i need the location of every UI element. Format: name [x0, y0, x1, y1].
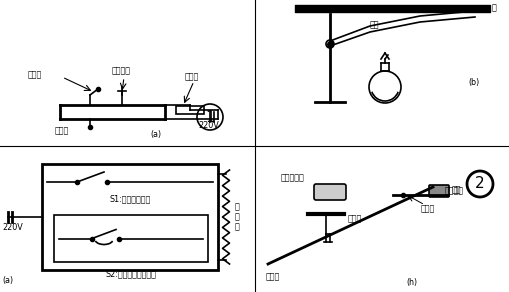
Text: 2: 2	[474, 176, 484, 192]
Text: (h): (h)	[405, 277, 416, 286]
Text: 永磁体: 永磁体	[347, 215, 361, 223]
Text: 铁: 铁	[491, 4, 496, 13]
Text: (b): (b)	[467, 77, 478, 86]
Text: 黄铜: 黄铜	[369, 20, 379, 29]
FancyBboxPatch shape	[42, 164, 217, 270]
Text: 连接电路: 连接电路	[444, 187, 463, 196]
FancyBboxPatch shape	[428, 185, 448, 197]
Text: 电热丝: 电热丝	[185, 72, 199, 81]
FancyBboxPatch shape	[314, 184, 345, 200]
Text: (a): (a)	[2, 275, 13, 284]
FancyBboxPatch shape	[54, 215, 208, 262]
Text: 1: 1	[205, 110, 214, 124]
Text: 静触点: 静触点	[420, 204, 434, 213]
FancyBboxPatch shape	[176, 106, 204, 114]
Text: 动触点: 动触点	[266, 272, 280, 281]
Text: 电
热
丝: 电 热 丝	[235, 203, 239, 231]
Text: 按键: 按键	[451, 185, 461, 194]
Text: 动触点: 动触点	[55, 126, 69, 135]
Text: (a): (a)	[150, 131, 161, 140]
Text: S1:磁钢限温开关: S1:磁钢限温开关	[109, 194, 150, 204]
Text: 220V: 220V	[197, 121, 218, 129]
Text: 220V: 220V	[2, 223, 23, 232]
Text: 保温软磁铁: 保温软磁铁	[280, 173, 304, 182]
Text: 调节螺丝: 调节螺丝	[112, 67, 131, 76]
Text: 静触点: 静触点	[28, 70, 42, 79]
Text: S2:双金属片保温开关: S2:双金属片保温开关	[105, 270, 156, 279]
